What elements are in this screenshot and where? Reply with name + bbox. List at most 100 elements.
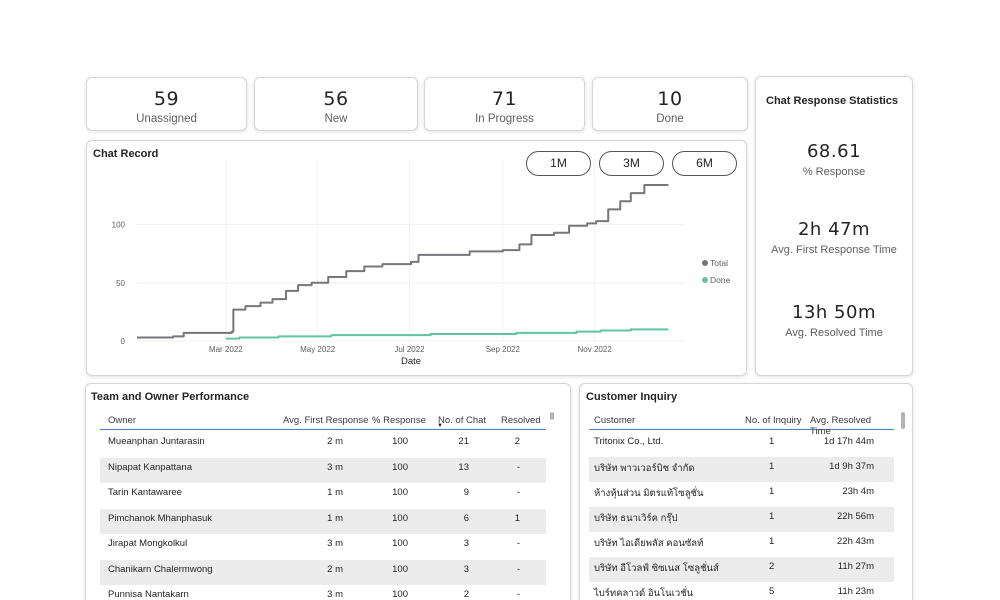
- x-tick-label: Sep 2022: [486, 345, 521, 354]
- table-row[interactable]: ไบร์ทคลาวด์ อินโนเวชั่น 5 11h 23m: [589, 582, 894, 600]
- column-header-response[interactable]: % Response: [372, 415, 426, 426]
- stat-label-resolved: Avg. Resolved Time: [785, 327, 883, 339]
- kpi-card-in-progress[interactable]: 71 In Progress: [424, 77, 585, 131]
- column-header-owner[interactable]: Owner: [108, 415, 136, 426]
- stat-value-resolved: 13h 50m: [792, 302, 876, 323]
- scrollbar[interactable]: [901, 412, 905, 429]
- table-row[interactable]: Jirapat Mongkolkul 3 m 100 3 -: [100, 534, 546, 559]
- cell-avg-resolved-time: 22h 43m: [837, 536, 874, 547]
- chat-record-chart: 0 50 100 Mar 2022 May 2022 Jul 2022 Sep 2022 No…: [112, 158, 731, 367]
- cell-resolved-count: -: [516, 589, 520, 600]
- kpi-card-new[interactable]: 56 New: [254, 77, 418, 131]
- cell-owner-name: Pimchanok Mhanphasuk: [108, 512, 213, 524]
- cell-response-percent: 100: [392, 461, 408, 473]
- cell-owner-name: Tarin Kantawaree: [108, 487, 182, 498]
- cell-avg-resolved-time: 1d 17h 44m: [823, 436, 874, 447]
- cell-customer-name: บริษัท พาวเวอร์บิช จำกัด: [594, 463, 695, 474]
- cell-owner-name: Jirapat Mongkolkul: [108, 538, 188, 549]
- column-header-no-of-chat[interactable]: No. of Chat: [438, 415, 487, 426]
- cell-avg-first-response: 1 m: [327, 512, 343, 524]
- cell-avg-resolved-time: 22h 56m: [837, 511, 874, 522]
- column-header-no-of-inquiry[interactable]: No. of Inquiry: [745, 415, 802, 426]
- chat-record-card: Chat Record 1M 3M 6M 0 50 100 Mar 2022 May 2…: [86, 140, 747, 376]
- kpi-value: 10: [657, 88, 683, 110]
- column-header-avg-resolved-time[interactable]: Avg. Resolved Time: [810, 415, 872, 437]
- range-button-3m[interactable]: 3M: [599, 151, 664, 176]
- kpi-card-unassigned[interactable]: 59 Unassigned: [86, 77, 247, 131]
- cell-customer-name: Tritonix Co., Ltd.: [594, 436, 664, 447]
- card-title: Customer Inquiry: [586, 391, 678, 403]
- customer-inquiry-card: Customer Inquiry Customer No. of Inquiry…: [579, 383, 913, 600]
- cell-customer-name: บริษัท อีโวลฟ์ ซิซเนส โซลูชั่นส์: [594, 563, 719, 574]
- table-row[interactable]: Tarin Kantawaree 1 m 100 9 -: [100, 483, 546, 508]
- cell-avg-resolved-time: 23h 4m: [842, 486, 874, 497]
- customer-table: Customer No. of Inquiry Avg. Resolved Ti…: [589, 410, 894, 600]
- cell-response-percent: 100: [392, 512, 408, 524]
- cell-owner-name: Mueanphan Juntarasin: [108, 436, 205, 447]
- kpi-card-done[interactable]: 10 Done: [592, 77, 748, 131]
- cell-response-percent: 100: [392, 538, 408, 549]
- column-header-customer[interactable]: Customer: [594, 415, 636, 426]
- cell-avg-first-response: 3 m: [327, 461, 343, 473]
- table-row[interactable]: Nipapat Kanpattana 3 m 100 13 -: [100, 457, 546, 483]
- table-row[interactable]: ห้างหุ้นส่วน มิตรแท้โซลูชั่น 1 23h 4m: [589, 482, 894, 507]
- legend-marker-done: [702, 277, 708, 283]
- y-tick-label: 0: [121, 337, 126, 346]
- sort-desc-icon: ▼: [437, 423, 443, 429]
- cell-avg-first-response: 3 m: [327, 538, 343, 549]
- x-tick-label: Nov 2022: [578, 345, 613, 354]
- cell-inquiry-count: 1: [769, 536, 775, 547]
- cell-avg-resolved-time: 1d 9h 37m: [829, 461, 874, 472]
- range-button-1m[interactable]: 1M: [526, 151, 591, 176]
- table-row[interactable]: บริษัท ไอเดียพลัส คอนซัลท์ 1 22h 43m: [589, 532, 894, 557]
- series-line-total: [137, 183, 669, 339]
- card-title: Team and Owner Performance: [91, 391, 250, 403]
- table-row[interactable]: Chanikarn Chalermwong 2 m 100 3 -: [100, 559, 546, 585]
- cell-chat-count: 3: [463, 563, 469, 575]
- kpi-label: Done: [656, 113, 684, 125]
- table-row[interactable]: Tritonix Co., Ltd. 1 1d 17h 44m: [589, 432, 894, 457]
- cell-resolved-count: -: [516, 487, 520, 498]
- cell-avg-first-response: 1 m: [327, 487, 343, 498]
- cell-resolved-count: -: [516, 461, 520, 473]
- cell-avg-first-response: 2 m: [327, 436, 343, 447]
- kpi-label: New: [324, 113, 348, 125]
- cell-avg-first-response: 2 m: [327, 563, 343, 575]
- range-button-6m[interactable]: 6M: [672, 151, 737, 176]
- card-title: Chat Response Statistics: [766, 95, 899, 107]
- chat-response-statistics-card: Chat Response Statistics 68.61 % Respons…: [755, 76, 913, 376]
- table-row[interactable]: บริษัท อีโวลฟ์ ซิซเนส โซลูชั่นส์ 2 11h 27m: [589, 557, 894, 582]
- stat-value-response: 68.61: [806, 141, 862, 162]
- scrollbar[interactable]: [550, 412, 554, 420]
- cell-inquiry-count: 1: [769, 486, 775, 497]
- cell-owner-name: Punnisa Nantakarn: [108, 589, 189, 600]
- table-row[interactable]: บริษัท พาวเวอร์บิช จำกัด 1 1d 9h 37m: [589, 457, 894, 482]
- cell-chat-count: 2: [463, 589, 469, 600]
- kpi-value: 56: [323, 88, 349, 110]
- cell-inquiry-count: 1: [769, 511, 775, 522]
- stat-label-first-response: Avg. First Response Time: [771, 244, 897, 256]
- kpi-value: 59: [153, 88, 180, 110]
- cell-avg-resolved-time: 11h 23m: [837, 586, 874, 597]
- table-row[interactable]: Punnisa Nantakarn 3 m 100 2 -: [100, 585, 546, 600]
- cell-owner-name: Nipapat Kanpattana: [108, 461, 192, 473]
- cell-inquiry-count: 1: [769, 436, 775, 447]
- cell-customer-name: ไบร์ทคลาวด์ อินโนเวชั่น: [594, 588, 694, 599]
- cell-chat-count: 6: [463, 512, 469, 524]
- legend-label-done: Done: [710, 275, 731, 285]
- cell-inquiry-count: 2: [769, 561, 775, 572]
- table-row[interactable]: Mueanphan Juntarasin 2 m 100 21 2: [100, 432, 546, 457]
- cell-chat-count: 21: [458, 436, 469, 447]
- cell-customer-name: บริษัท ไอเดียพลัส คอนซัลท์: [594, 538, 704, 549]
- cell-avg-first-response: 3 m: [327, 589, 343, 600]
- card-title: Chat Record: [93, 148, 159, 160]
- column-header-avg-first-response[interactable]: Avg. First Response: [283, 415, 369, 426]
- cell-resolved-count: 1: [514, 512, 520, 524]
- table-row[interactable]: บริษัท ธนาเวิร์ค กรุ๊ป 1 22h 56m: [589, 507, 894, 532]
- cell-resolved-count: -: [516, 563, 520, 575]
- column-header-resolved[interactable]: Resolved: [501, 415, 541, 426]
- table-row[interactable]: Pimchanok Mhanphasuk 1 m 100 6 1: [100, 508, 546, 534]
- table-header: Owner Avg. First Response % Response No.…: [100, 410, 546, 430]
- cell-avg-resolved-time: 11h 27m: [837, 561, 874, 572]
- x-tick-label: May 2022: [300, 345, 336, 354]
